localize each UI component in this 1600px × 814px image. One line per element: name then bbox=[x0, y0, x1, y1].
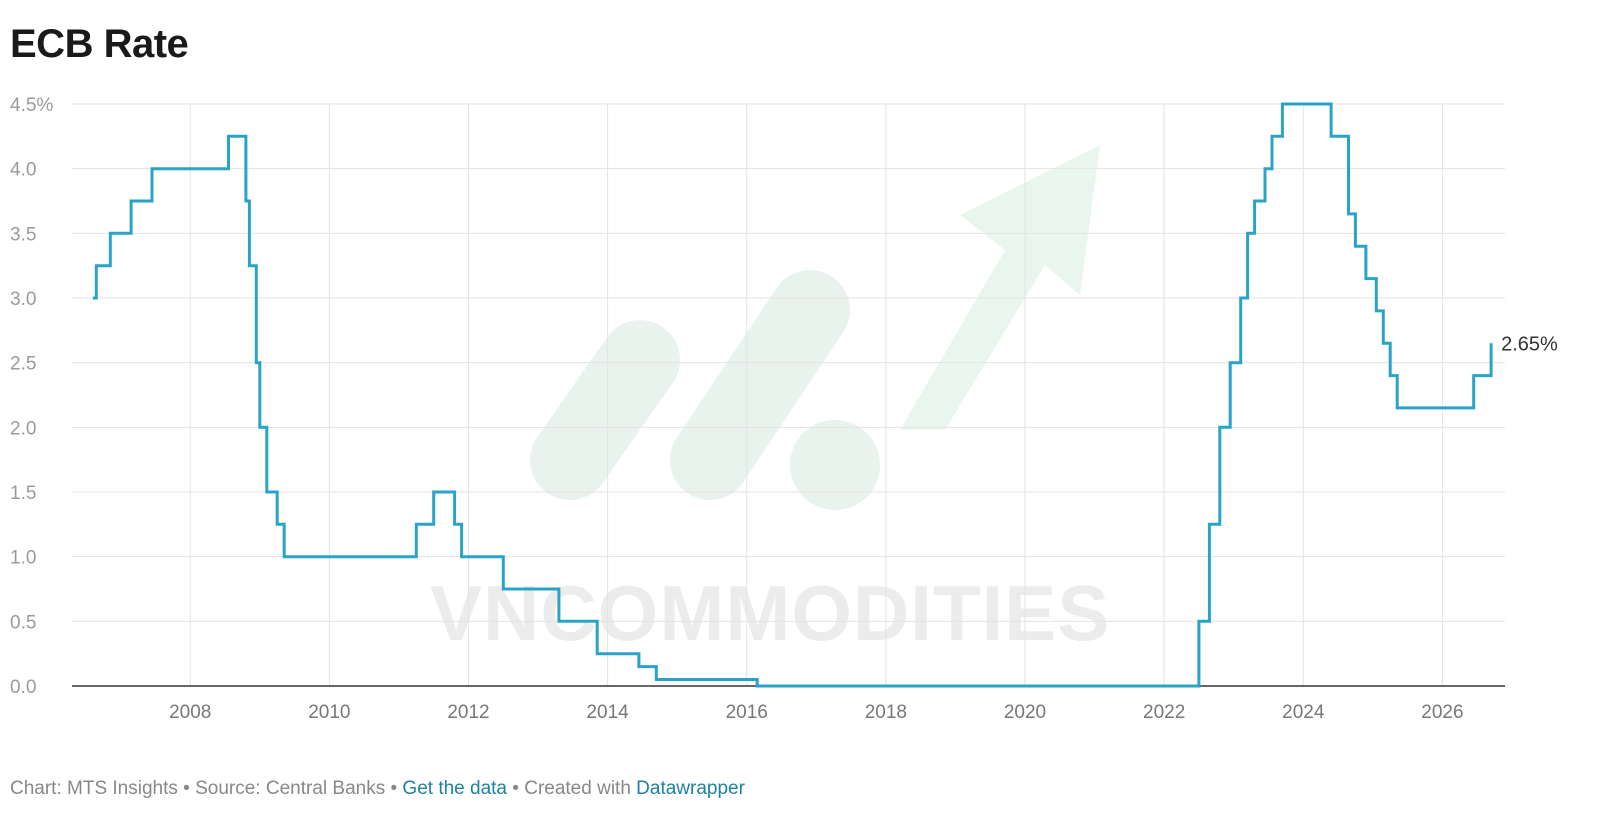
x-tick-label: 2024 bbox=[1282, 702, 1325, 723]
footer-separator: • bbox=[507, 778, 525, 799]
series-line-ecb-rate bbox=[92, 102, 1493, 688]
watermark-bar-1 bbox=[530, 320, 680, 500]
source-credit: Source: Central Banks bbox=[195, 778, 386, 799]
y-tick-label: 0.5 bbox=[10, 612, 36, 633]
watermark-bar-2 bbox=[670, 270, 850, 500]
watermark-arrow-icon bbox=[900, 145, 1100, 430]
y-tick-label: 2.0 bbox=[10, 418, 36, 439]
gridlines bbox=[72, 103, 1505, 686]
get-the-data-link[interactable]: Get the data bbox=[402, 778, 507, 799]
x-tick-label: 2018 bbox=[865, 702, 907, 723]
watermark-text: VNCOMMODITIES bbox=[430, 569, 1110, 657]
footer-separator: • bbox=[385, 778, 403, 799]
x-tick-label: 2020 bbox=[1004, 702, 1046, 723]
y-tick-label: 0.0 bbox=[10, 677, 36, 698]
x-tick-label: 2016 bbox=[726, 702, 768, 723]
created-with-text: Created with bbox=[524, 778, 637, 799]
x-tick-label: 2014 bbox=[586, 702, 629, 723]
datawrapper-link[interactable]: Datawrapper bbox=[636, 778, 745, 799]
y-tick-label: 4.5% bbox=[10, 95, 53, 116]
x-tick-label: 2008 bbox=[169, 702, 211, 723]
x-axis-ticks: 2008 2010 2012 2014 2016 2018 2020 2022 2024 2026 bbox=[169, 702, 1463, 723]
y-tick-label: 1.5 bbox=[10, 483, 36, 504]
y-tick-label: 3.5 bbox=[10, 224, 36, 245]
y-axis-ticks: 0.0 0.5 1.0 1.5 2.0 2.5 3.0 3.5 4.0 4.5% bbox=[10, 95, 53, 698]
end-value-label: 2.65% bbox=[1501, 333, 1558, 355]
watermark-dot bbox=[790, 420, 880, 510]
chart-credit: Chart: MTS Insights bbox=[10, 778, 178, 799]
y-tick-label: 1.0 bbox=[10, 548, 36, 569]
footer: Chart: MTS Insights • Source: Central Ba… bbox=[10, 778, 745, 800]
x-tick-label: 2010 bbox=[308, 702, 350, 723]
y-tick-label: 2.5 bbox=[10, 354, 36, 375]
chart-title: ECB Rate bbox=[10, 22, 189, 66]
y-tick-label: 4.0 bbox=[10, 160, 36, 181]
y-tick-label: 3.0 bbox=[10, 289, 36, 310]
watermark-logo: VNCOMMODITIES bbox=[430, 145, 1110, 657]
x-tick-label: 2022 bbox=[1143, 702, 1185, 723]
footer-separator: • bbox=[177, 778, 196, 799]
x-tick-label: 2026 bbox=[1421, 702, 1463, 723]
x-tick-label: 2012 bbox=[447, 702, 489, 723]
